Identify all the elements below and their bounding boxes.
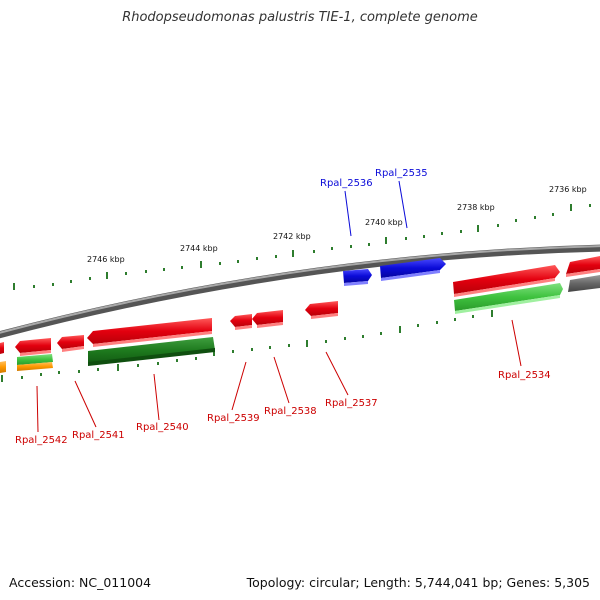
leader-rpal-2539 [231, 361, 247, 411]
gene-left-edge-red-arrow[interactable] [0, 342, 4, 354]
tick-label-2736: 2736 kbp [549, 185, 587, 194]
gene-label-rpal-2542[interactable]: Rpal_2542 [15, 435, 68, 446]
gene-rpal-2538-arrow[interactable] [252, 310, 283, 328]
accession-text: Accession: NC_011004 [9, 575, 152, 590]
gene-label-rpal-2536[interactable]: Rpal_2536 [320, 178, 373, 189]
tick-label-2746: 2746 kbp [87, 255, 125, 264]
gene-rpal-2542-red-arrow[interactable] [15, 338, 51, 356]
leader-rpal-2535 [398, 180, 408, 229]
tick-label-2738: 2738 kbp [457, 203, 495, 212]
tick-label-2740: 2740 kbp [365, 218, 403, 227]
gene-right-gray-arrow[interactable] [568, 275, 600, 292]
gene-label-rpal-2538[interactable]: Rpal_2538 [264, 406, 317, 417]
genome-backbone-highlight [0, 245, 600, 334]
gene-right-red-arrow[interactable] [566, 256, 600, 277]
gene-label-rpal-2534[interactable]: Rpal_2534 [498, 370, 551, 381]
gene-rpal-2541-arrow[interactable] [57, 335, 84, 352]
genome-title: Rhodopseudomonas palustris TIE-1, comple… [122, 10, 478, 25]
gene-label-rpal-2539[interactable]: Rpal_2539 [207, 413, 260, 424]
gene-rpal-2535-arrow[interactable] [380, 258, 446, 281]
genome-summary-text: Topology: circular; Length: 5,744,041 bp… [246, 575, 590, 590]
tick-label-2742: 2742 kbp [273, 232, 311, 241]
leader-rpal-2540 [153, 373, 160, 421]
leader-rpal-2538 [273, 356, 290, 404]
leader-rpal-2534 [511, 319, 522, 367]
gene-rpal-2537-arrow[interactable] [305, 301, 338, 319]
gene-label-rpal-2537[interactable]: Rpal_2537 [325, 398, 378, 409]
inner-tick-ring [1, 310, 493, 382]
gene-rpal-2539-arrow[interactable] [230, 314, 252, 330]
tick-label-2744: 2744 kbp [180, 244, 218, 253]
gene-rpal-2542-green-arrow[interactable] [17, 354, 53, 365]
genome-backbone [0, 244, 600, 339]
outer-tick-ring [13, 204, 591, 290]
gene-label-rpal-2541[interactable]: Rpal_2541 [72, 430, 125, 441]
gene-label-rpal-2540[interactable]: Rpal_2540 [136, 422, 189, 433]
gene-left-edge-orange-arrow[interactable] [0, 361, 6, 373]
leader-rpal-2541 [74, 380, 97, 428]
gene-rpal-2534-upper-arrow[interactable] [453, 265, 560, 297]
leader-rpal-2536 [344, 190, 352, 237]
leader-rpal-2537 [325, 351, 349, 396]
gene-label-rpal-2535[interactable]: Rpal_2535 [375, 168, 428, 179]
gene-rpal-2542-orange-arrow[interactable] [17, 362, 53, 371]
gene-rpal-2534-green-arrow[interactable] [454, 283, 563, 314]
leader-rpal-2542 [36, 385, 39, 433]
gene-rpal-2536-arrow[interactable] [343, 269, 372, 286]
gene-rpal-2540-green-arrow[interactable] [88, 337, 215, 366]
gene-rpal-2540-red-arrow[interactable] [87, 318, 212, 347]
